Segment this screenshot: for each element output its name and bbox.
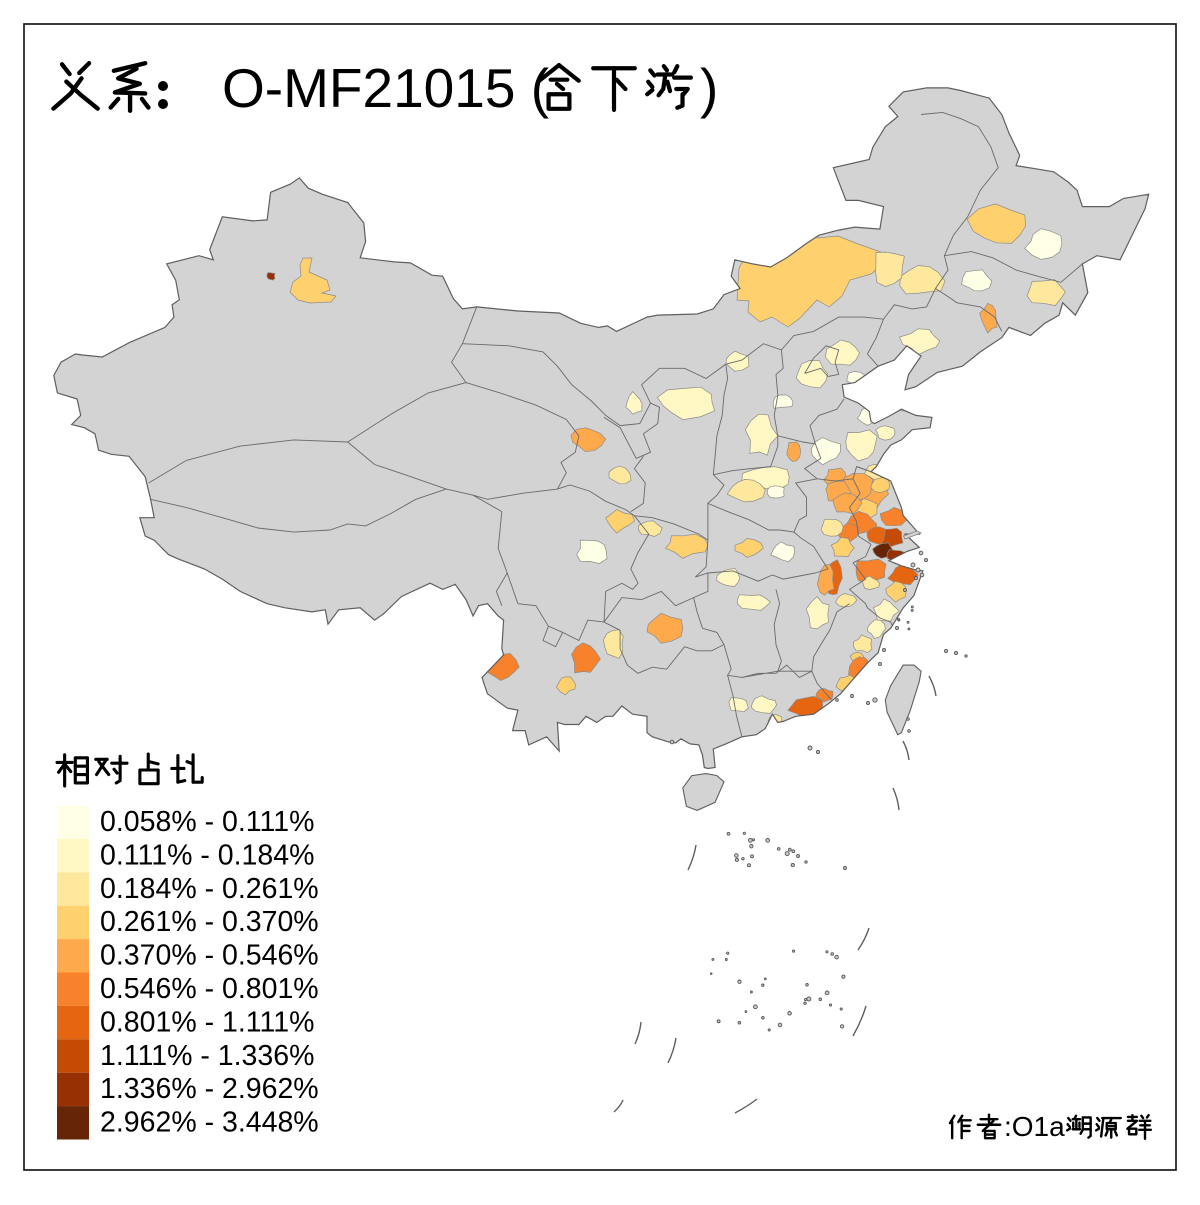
svg-text:0.370% - 0.546%: 0.370% - 0.546%: [100, 940, 319, 972]
svg-text:0.546% - 0.801%: 0.546% - 0.801%: [100, 973, 319, 1005]
svg-text:1.336% - 2.962%: 1.336% - 2.962%: [100, 1073, 319, 1105]
svg-text:0.058% - 0.111%: 0.058% - 0.111%: [100, 806, 314, 838]
svg-text:O-MF21015 (: O-MF21015 (: [222, 57, 549, 119]
svg-text:1.111% - 1.336%: 1.111% - 1.336%: [100, 1040, 314, 1072]
svg-text:2.962% - 3.448%: 2.962% - 3.448%: [100, 1107, 319, 1139]
svg-text:0.184% - 0.261%: 0.184% - 0.261%: [100, 873, 319, 905]
svg-text:0.261% - 0.370%: 0.261% - 0.370%: [100, 906, 319, 938]
svg-text:0.801% - 1.111%: 0.801% - 1.111%: [100, 1006, 314, 1038]
svg-text:): ): [700, 57, 718, 119]
svg-text:0.111% - 0.184%: 0.111% - 0.184%: [100, 839, 314, 871]
svg-text::O1a: :O1a: [1004, 1111, 1065, 1142]
